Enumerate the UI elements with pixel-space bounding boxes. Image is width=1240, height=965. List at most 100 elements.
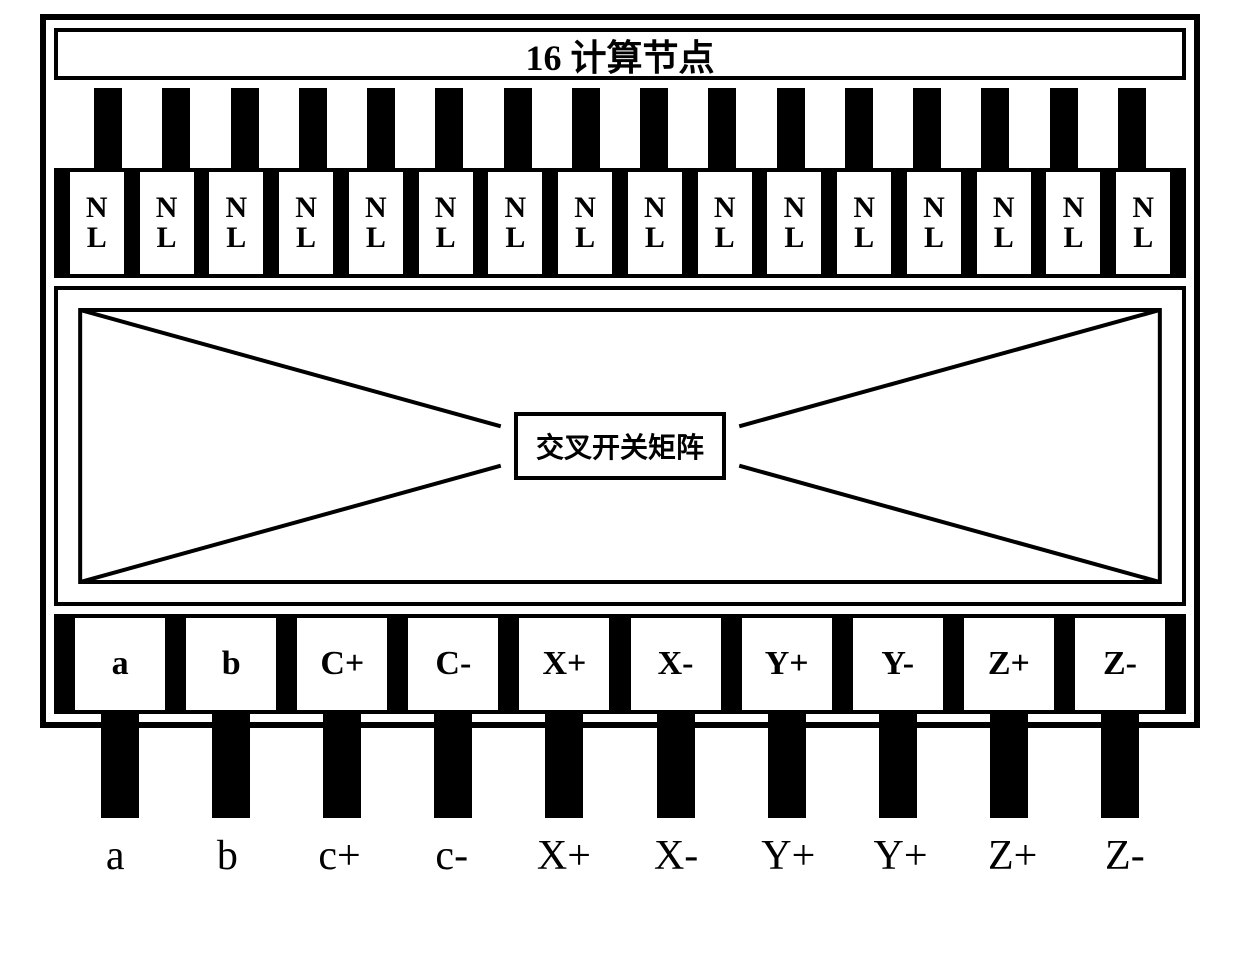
connector-bar [640, 88, 668, 168]
divider [194, 172, 210, 274]
outer-frame: 16 计算节点 NLNLNLNLNLNLNLNLNLNLNLNLNLNLNLNL… [40, 14, 1200, 728]
divider [891, 172, 907, 274]
nl-bottom-label: L [784, 223, 804, 253]
nl-cell: NL [70, 172, 124, 274]
nl-bottom-label: L [645, 223, 665, 253]
nl-bottom-label: L [157, 223, 177, 253]
nl-top-label: N [993, 193, 1015, 223]
divider [721, 618, 742, 710]
spacer [395, 88, 435, 168]
divider [473, 172, 489, 274]
port-cell: C- [408, 618, 498, 710]
nl-top-label: N [86, 193, 108, 223]
spacer [1009, 88, 1049, 168]
spacer [276, 714, 297, 818]
port-row: abC+C-X+X-Y+Y-Z+Z- [54, 614, 1186, 714]
port-cell: Z- [1075, 618, 1165, 710]
nl-top-label: N [295, 193, 317, 223]
divider [1165, 618, 1186, 710]
connector-bar [1050, 88, 1078, 168]
connector-bar [231, 88, 259, 168]
divider [263, 172, 279, 274]
nl-cell: NL [767, 172, 821, 274]
nl-cell: NL [907, 172, 961, 274]
connector-bar [367, 88, 395, 168]
connector-bar [981, 88, 1009, 168]
nl-cell: NL [628, 172, 682, 274]
connector-slot [853, 714, 943, 818]
nl-bottom-label: L [366, 223, 386, 253]
connector-bar [913, 88, 941, 168]
divider [612, 172, 628, 274]
connector-bar [1101, 714, 1139, 818]
nl-bottom-label: L [924, 223, 944, 253]
nl-top-label: N [714, 193, 736, 223]
connector-bar [768, 714, 806, 818]
nl-bottom-label: L [436, 223, 456, 253]
connector-slot [297, 714, 387, 818]
divider [1054, 618, 1075, 710]
crossbar-switch-box: 交叉开关矩阵 [54, 286, 1186, 606]
spacer [532, 88, 572, 168]
spacer [609, 714, 630, 818]
divider [54, 172, 70, 274]
connector-slot [631, 714, 721, 818]
nl-cell: NL [488, 172, 542, 274]
nl-top-label: N [1063, 193, 1085, 223]
spacer [327, 88, 367, 168]
spacer [1054, 714, 1075, 818]
nl-top-label: N [505, 193, 527, 223]
divider [682, 172, 698, 274]
nl-top-label: N [156, 193, 178, 223]
connector-slot [186, 714, 276, 818]
crossbar-diagram: 16 计算节点 NLNLNLNLNLNLNLNLNLNLNLNLNLNLNLNL… [40, 14, 1200, 728]
connector-slot [742, 714, 832, 818]
nl-bottom-label: L [505, 223, 525, 253]
nl-bottom-label: L [994, 223, 1014, 253]
connector-bar [101, 714, 139, 818]
divider [387, 618, 408, 710]
divider [333, 172, 349, 274]
spacer [832, 714, 853, 818]
divider [752, 172, 768, 274]
connector-slot [75, 714, 165, 818]
nl-bottom-label: L [296, 223, 316, 253]
connector-bar [990, 714, 1028, 818]
nl-bottom-label: L [715, 223, 735, 253]
connector-slot [408, 714, 498, 818]
divider [961, 172, 977, 274]
connector-slot [519, 714, 609, 818]
connector-bar [504, 88, 532, 168]
spacer [54, 714, 75, 818]
nl-top-label: N [853, 193, 875, 223]
divider [832, 618, 853, 710]
nl-bottom-label: L [575, 223, 595, 253]
connector-bar [777, 88, 805, 168]
connector-bar [845, 88, 873, 168]
nl-cell: NL [279, 172, 333, 274]
divider [1170, 172, 1186, 274]
divider [276, 618, 297, 710]
spacer [1165, 714, 1186, 818]
spacer [873, 88, 913, 168]
nl-row: NLNLNLNLNLNLNLNLNLNLNLNLNLNLNLNL [54, 168, 1186, 278]
nl-top-label: N [644, 193, 666, 223]
divider [498, 618, 519, 710]
spacer [805, 88, 845, 168]
nl-cell: NL [1116, 172, 1170, 274]
nl-bottom-label: L [1133, 223, 1153, 253]
port-cell: X+ [519, 618, 609, 710]
nl-top-label: N [923, 193, 945, 223]
connector-bar [94, 88, 122, 168]
nl-top-label: N [225, 193, 247, 223]
nl-cell: NL [837, 172, 891, 274]
nl-bottom-label: L [87, 223, 107, 253]
port-cell: Z+ [964, 618, 1054, 710]
spacer [387, 714, 408, 818]
spacer [122, 88, 162, 168]
spacer [165, 714, 186, 818]
bottom-connector-row [54, 714, 1186, 818]
port-cell: a [75, 618, 165, 710]
crossbar-switch-label: 交叉开关矩阵 [514, 412, 726, 480]
spacer [190, 88, 230, 168]
